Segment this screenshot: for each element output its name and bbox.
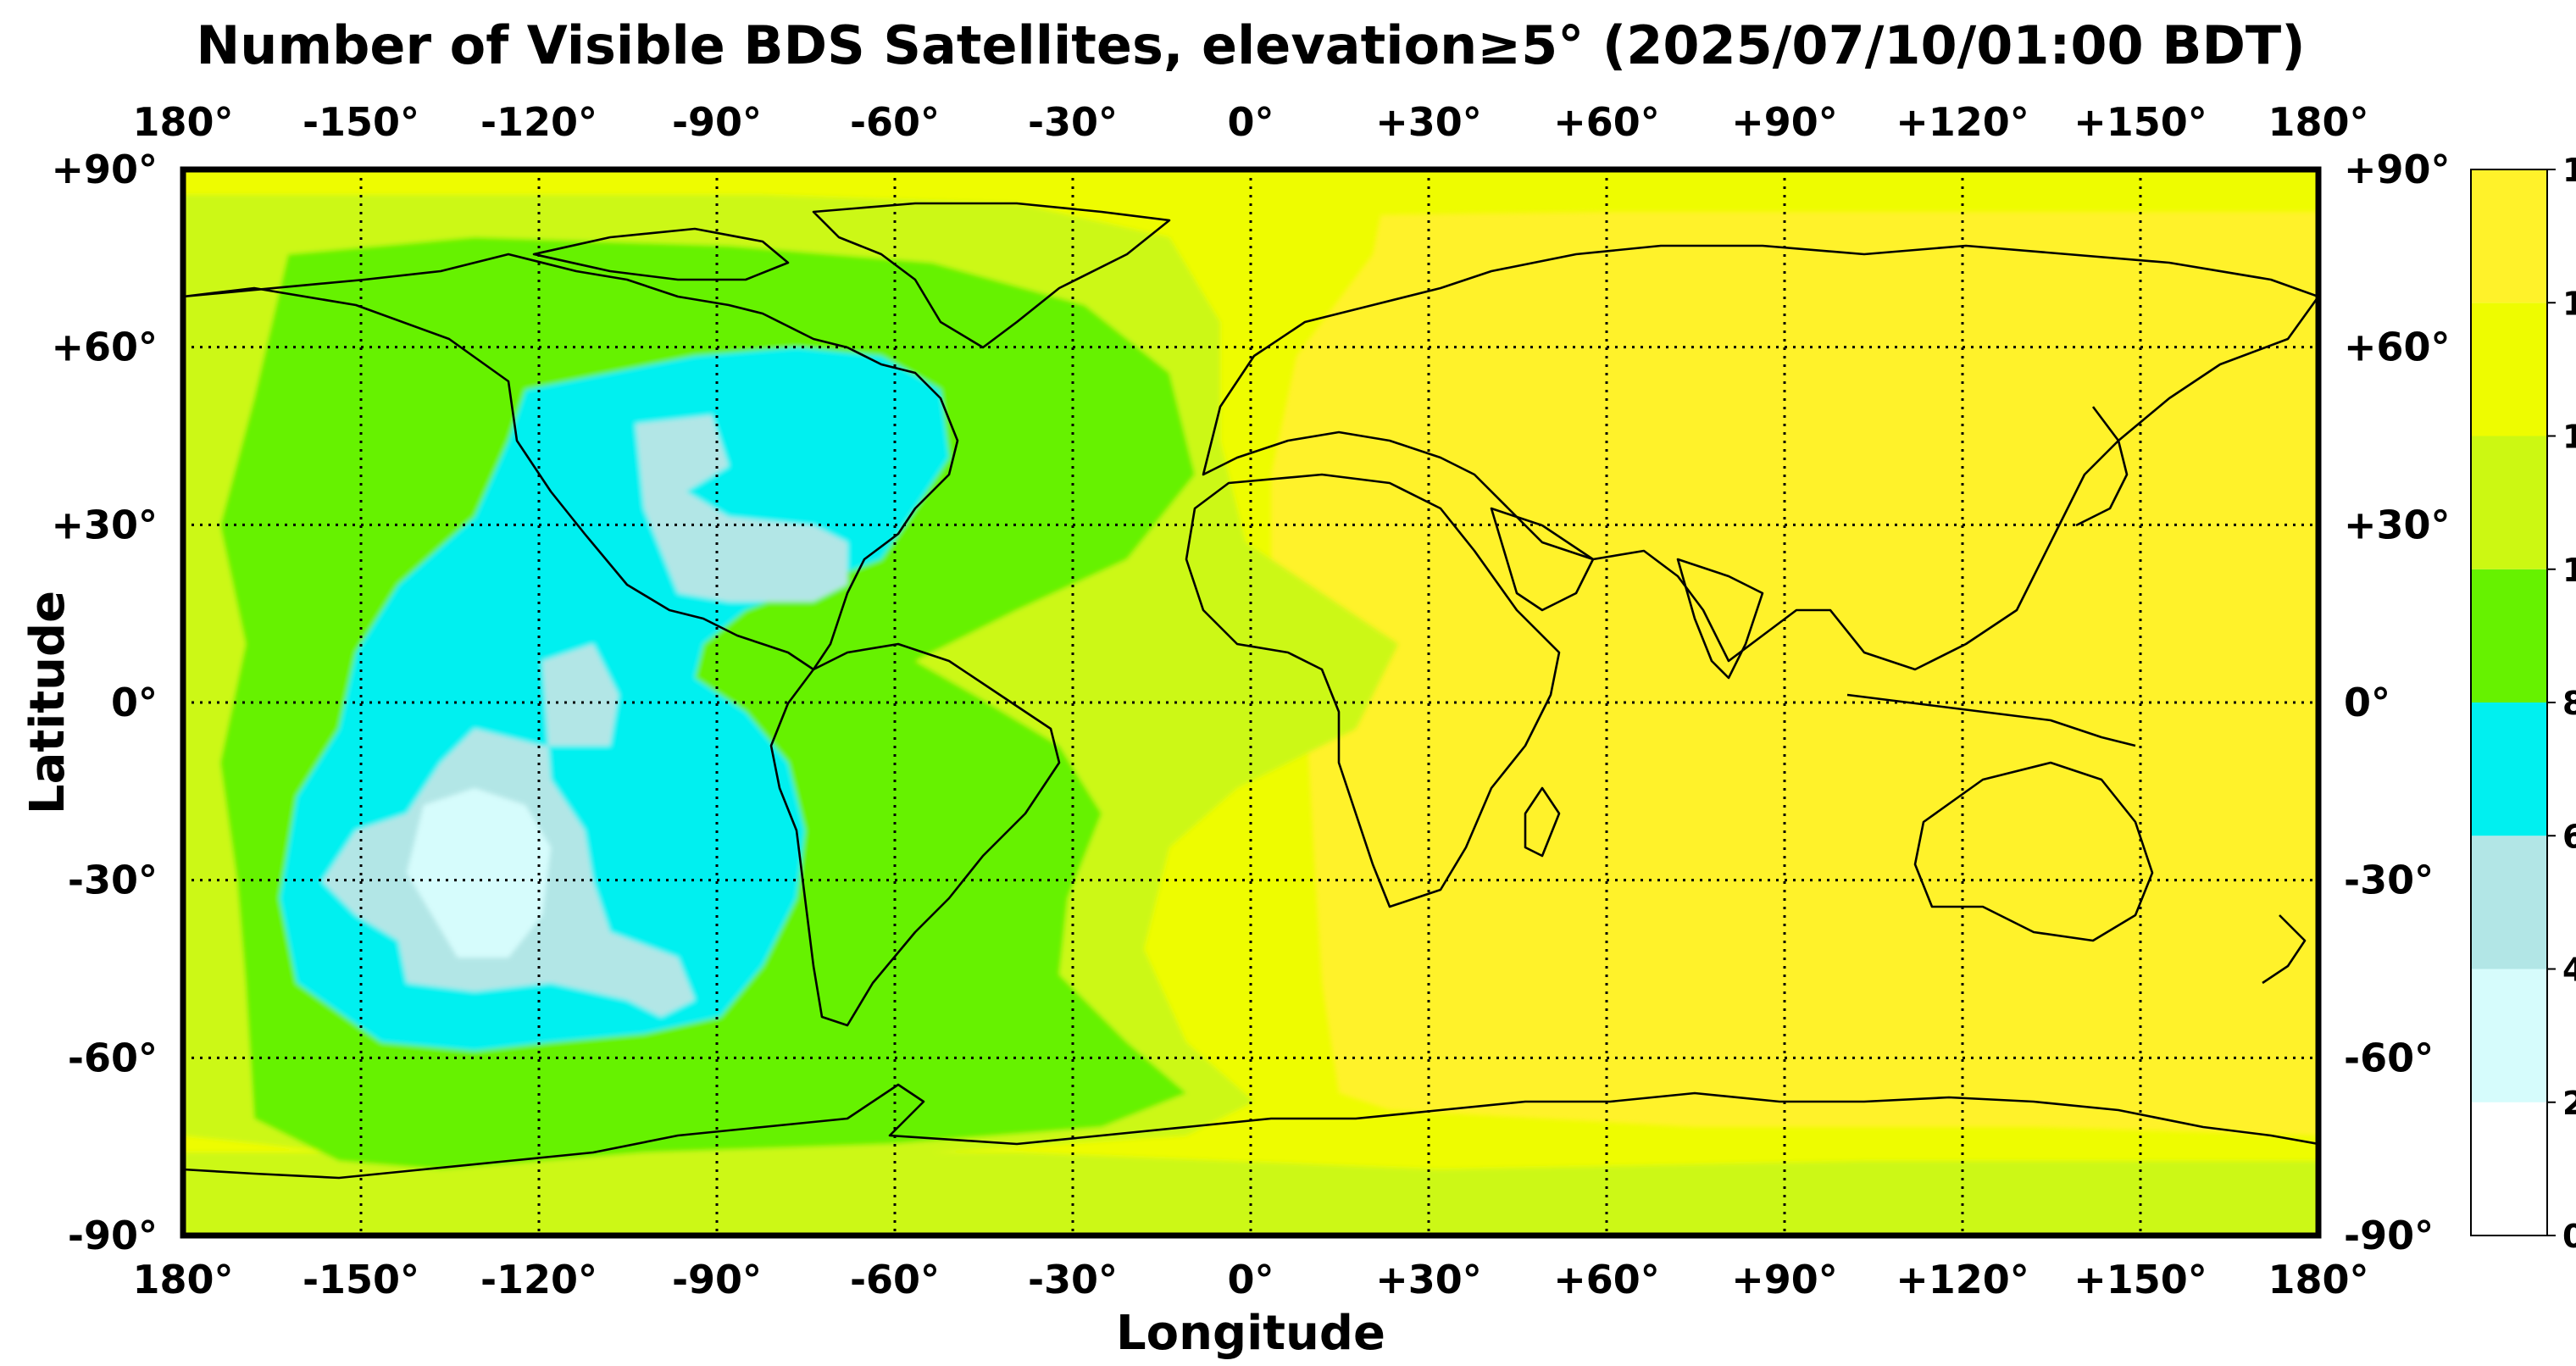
colorbar-tick-label: 4 [2562,952,2576,989]
colorbar-segment [2471,702,2547,836]
lon-tick-label-bottom: +120° [1896,1257,2029,1302]
coast-africa [1185,473,1561,908]
coast-south-america [769,642,1061,1027]
coast-indonesia [1846,693,2136,747]
zone-4-6-namerica [636,415,847,602]
lon-tick-labels-top: 180° -150° -120° -90° -60° -30° 0° +30° +60° +90°… [132,99,2368,145]
colorbar-segment [2471,169,2547,303]
x-axis-label: Longitude [1116,1306,1385,1361]
lat-tick-label-right: -90° [2344,1213,2434,1258]
lon-tick-label-bottom: 180° [132,1257,233,1302]
lon-tick-label-bottom: +30° [1375,1257,1482,1302]
colorbar-segment [2471,569,2547,702]
colorbar-tick-label: 2 [2562,1085,2576,1122]
lon-tick-label-top: +90° [1731,99,1838,145]
lon-tick-label-bottom: 180° [2268,1257,2368,1302]
coast-madagascar [1524,786,1561,858]
coast-eurasia [1202,244,2318,671]
coast-arctic-islands [532,227,790,281]
lon-tick-label-bottom: +90° [1731,1257,1838,1302]
coast-japan [2075,406,2129,527]
lon-tick-label-top: 180° [132,99,233,145]
colorbar-segment [2471,836,2547,969]
lon-tick-label-bottom: 0° [1227,1257,1274,1302]
zone-10-12-south [183,1152,2318,1236]
lat-tick-label-left: -30° [68,858,158,903]
lat-tick-label-left: -90° [68,1213,158,1258]
lat-tick-label-right: 0° [2344,680,2390,725]
lon-tick-label-bottom: +60° [1553,1257,1660,1302]
lat-tick-label-left: 0° [111,680,158,725]
colorbar-tick-label: 14 [2562,285,2576,322]
y-axis-label: Latitude [20,591,75,814]
colorbar-tick-label: 10 [2562,552,2576,589]
lon-tick-label-top: -60° [850,99,940,145]
lon-tick-label-top: +150° [2074,99,2207,145]
map-panel [183,169,2318,1236]
lat-tick-label-right: +30° [2344,502,2451,547]
colorbar-segment [2471,436,2547,569]
colorbar-segment [2471,303,2547,436]
lat-tick-label-left: +30° [51,502,158,547]
lon-tick-label-top: +120° [1896,99,2029,145]
lat-tick-label-right: +90° [2344,147,2451,192]
colorbar-segment [2471,1102,2547,1236]
lat-tick-label-left: +60° [51,325,158,370]
colorbar-tick-label: 12 [2562,419,2576,456]
colorbar-tick-label: 0 [2562,1218,2576,1255]
lon-tick-label-top: -90° [672,99,762,145]
lat-tick-label-right: -60° [2344,1035,2434,1080]
chart-title: Number of Visible BDS Satellites, elevat… [196,14,2305,76]
lat-tick-label-right: -30° [2344,858,2434,903]
lon-tick-labels-bottom: 180° -150° -120° -90° -60° -30° 0° +30° +60° +90°… [132,1257,2368,1302]
lon-tick-label-bottom: -90° [672,1257,762,1302]
coastlines [183,202,2318,1180]
lon-tick-label-top: -120° [480,99,597,145]
coast-new-zealand [2262,914,2307,985]
colorbar-tick-label: 6 [2562,818,2576,855]
lon-tick-label-bottom: +150° [2074,1257,2207,1302]
lat-tick-label-left: -60° [68,1035,158,1080]
coast-north-america [183,253,959,671]
map-frame [180,166,2322,1239]
lat-tick-label-left: +90° [51,147,158,192]
lon-tick-label-bottom: -120° [480,1257,597,1302]
coast-arabia [1490,507,1595,612]
lon-tick-label-top: +30° [1375,99,1482,145]
lon-tick-label-bottom: -30° [1028,1257,1118,1302]
coast-australia [1913,761,2154,942]
coast-india [1676,558,1764,680]
lat-tick-labels-right: +90° +60° +30° 0° -30° -60° -90° [2344,147,2451,1258]
lon-tick-label-top: 180° [2268,99,2368,145]
grid-lines [183,169,2318,1236]
coast-antarctica [183,1083,2318,1180]
zone-2-4 [407,788,551,958]
colorbar-segment [2471,969,2547,1102]
colorbar-tick-label: 16 [2562,152,2576,189]
lon-tick-label-bottom: -60° [850,1257,940,1302]
lat-tick-labels-left: +90° +60° +30° 0° -30° -60° -90° [51,147,158,1258]
lon-tick-label-top: -30° [1028,99,1118,145]
lon-tick-label-bottom: -150° [303,1257,419,1302]
lat-tick-label-right: +60° [2344,325,2451,370]
lon-tick-label-top: -150° [303,99,419,145]
colorbar: 0 2 4 6 8 10 12 14 16 [2470,152,2576,1255]
lon-tick-label-top: +60° [1553,99,1660,145]
lon-tick-label-top: 0° [1227,99,1274,145]
colorbar-tick-label: 8 [2562,685,2576,722]
coast-greenland [812,202,1171,349]
